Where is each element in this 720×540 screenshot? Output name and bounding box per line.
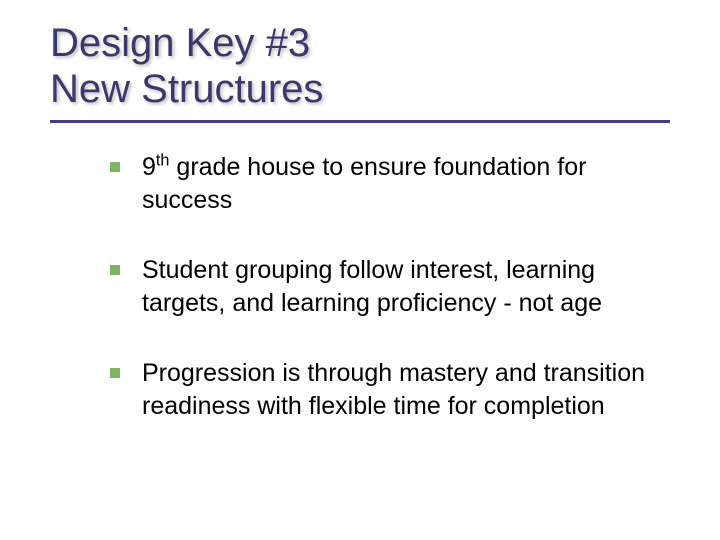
square-bullet-icon (110, 162, 120, 172)
title-line-2: New Structures (50, 67, 323, 111)
bullet-rest: grade house to ensure foundation for suc… (142, 153, 586, 214)
square-bullet-icon (110, 265, 120, 275)
bullet-superscript: th (156, 152, 170, 170)
slide-title: Design Key #3 New Structures (50, 20, 670, 112)
list-item: Progression is through mastery and trans… (110, 357, 650, 422)
bullet-text: 9th grade house to ensure foundation for… (142, 151, 650, 216)
slide-container: Design Key #3 New Structures 9th grade h… (0, 0, 720, 540)
bullet-text: Progression is through mastery and trans… (142, 357, 650, 422)
list-item: Student grouping follow interest, learni… (110, 254, 650, 319)
bullet-prefix: 9 (142, 153, 156, 181)
bullet-text: Student grouping follow interest, learni… (142, 254, 650, 319)
square-bullet-icon (110, 368, 120, 378)
bullet-list: 9th grade house to ensure foundation for… (50, 151, 670, 422)
list-item: 9th grade house to ensure foundation for… (110, 151, 650, 216)
title-underline (50, 120, 670, 123)
title-line-1: Design Key #3 (50, 21, 310, 65)
